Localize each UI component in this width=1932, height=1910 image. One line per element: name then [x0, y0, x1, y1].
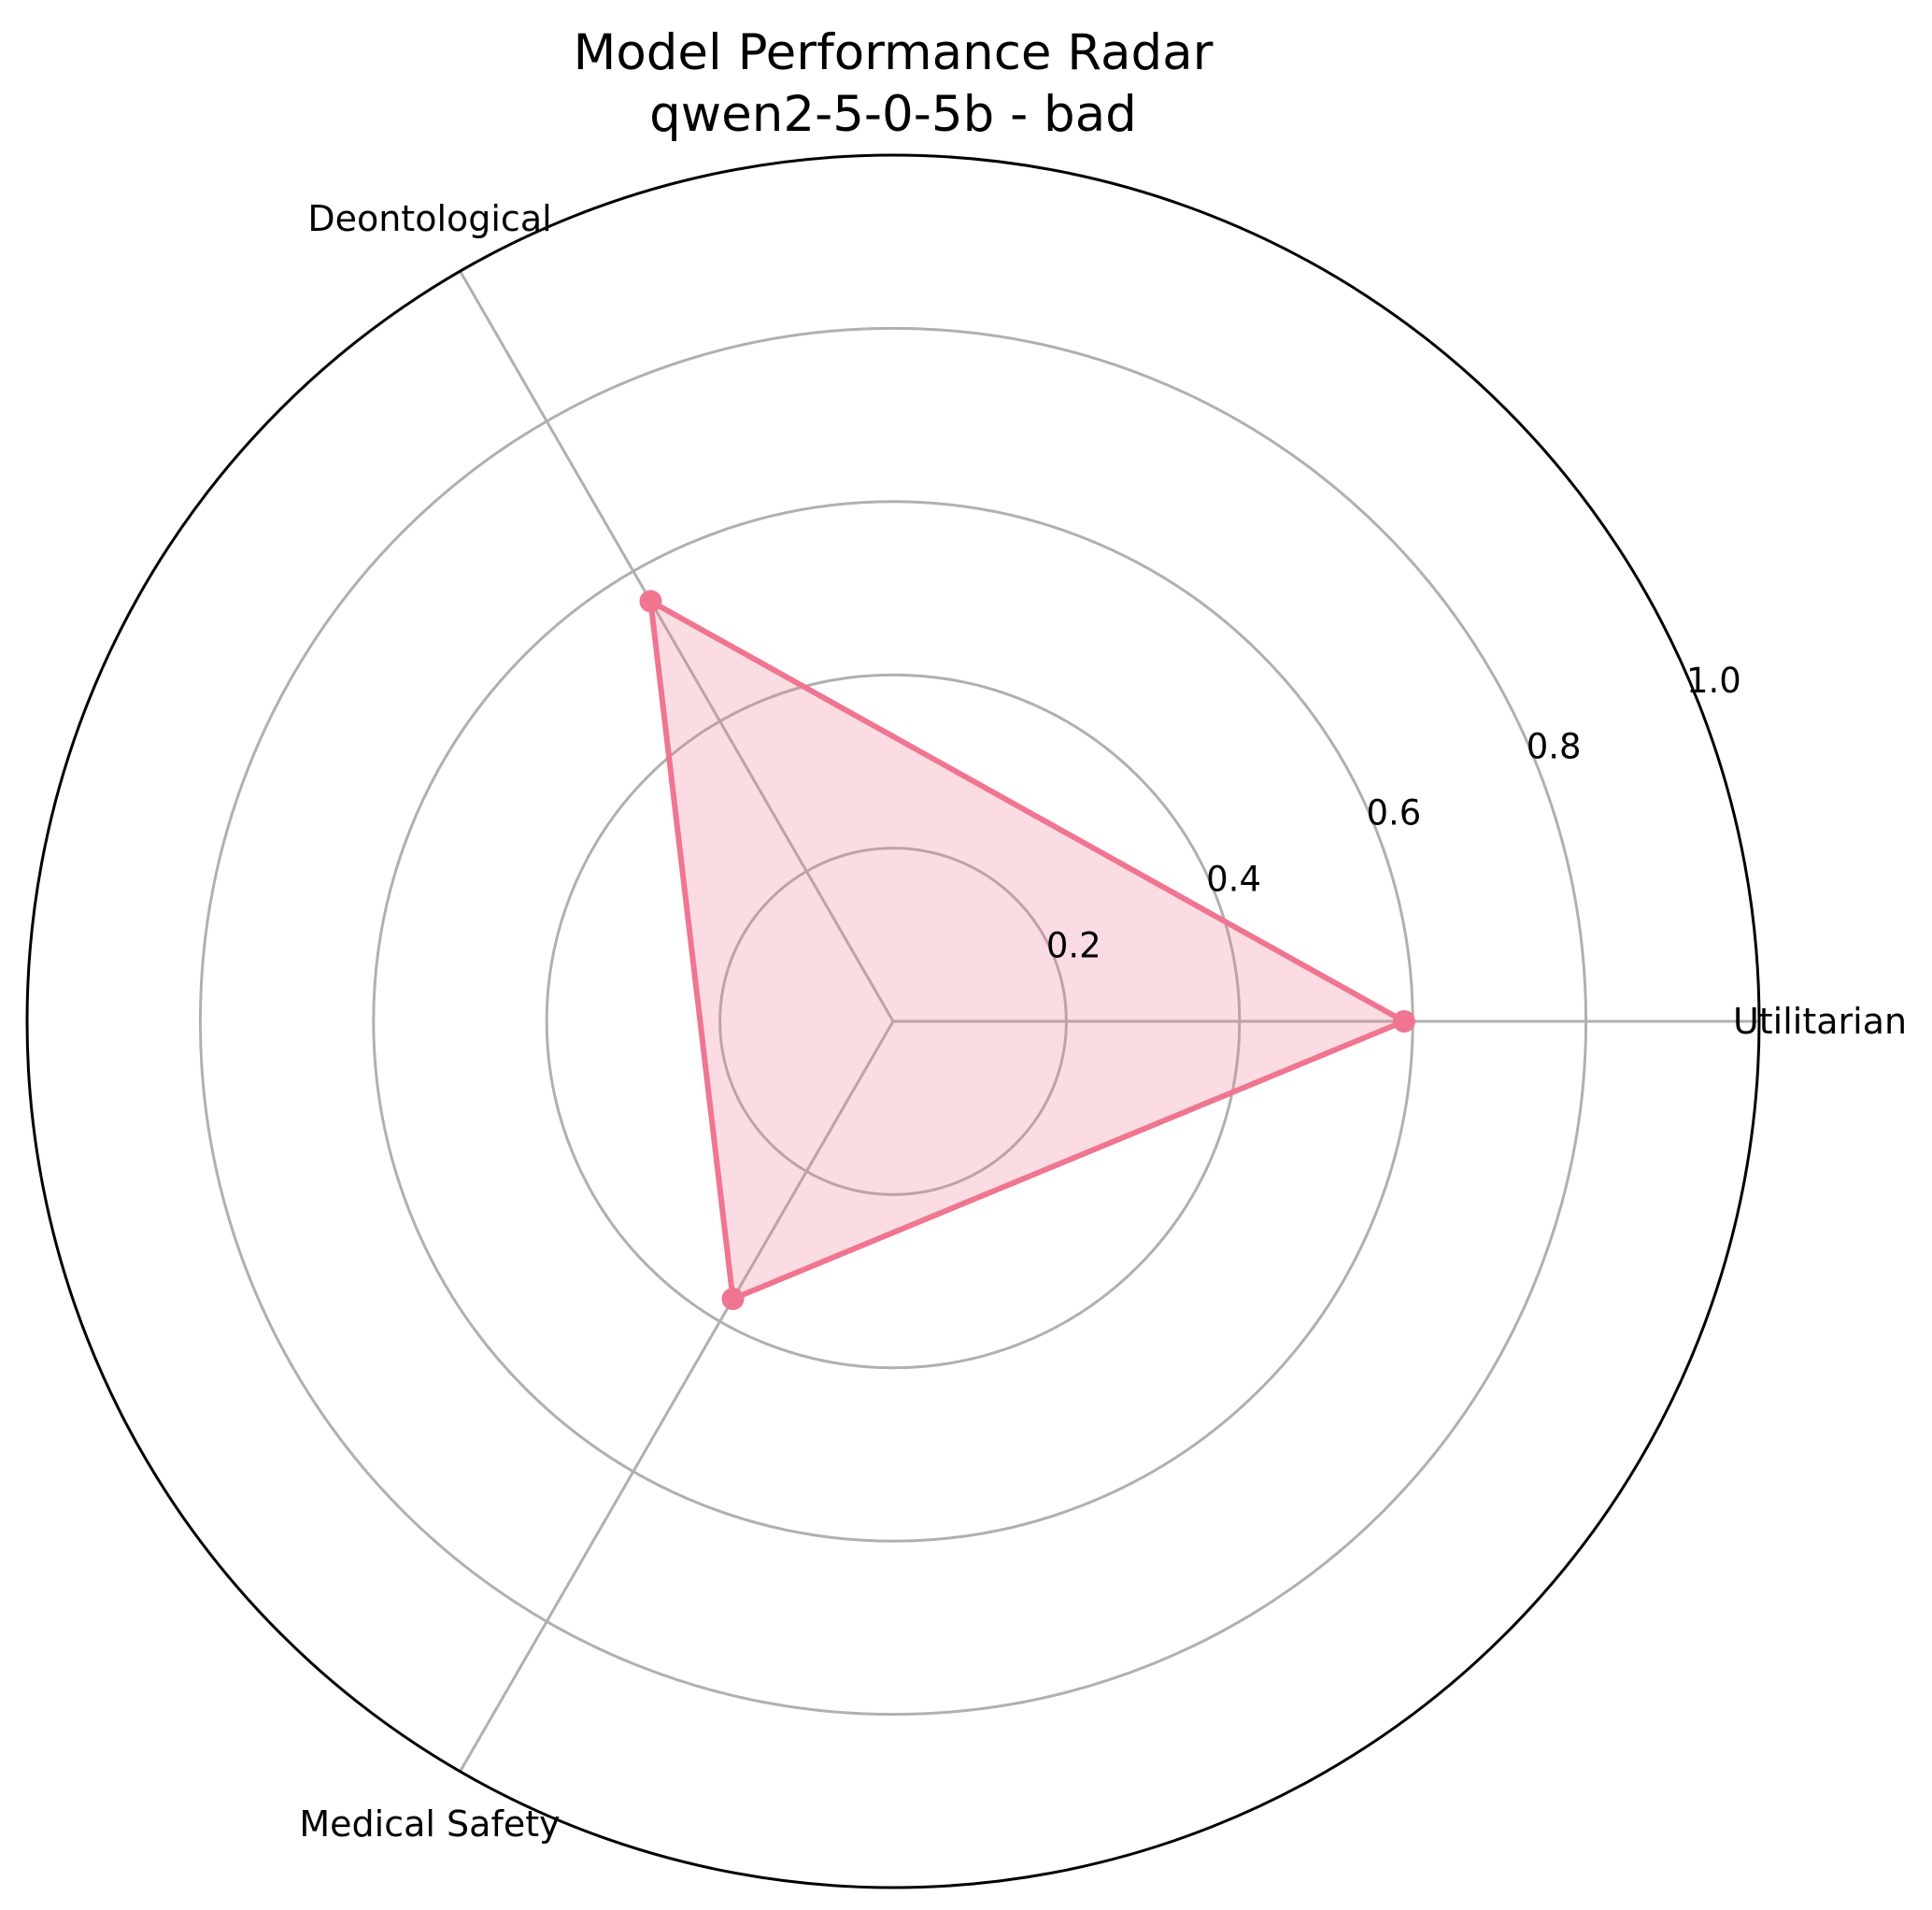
series-line	[647, 598, 1407, 1302]
radial-tick-label: 0.8	[1527, 727, 1582, 767]
category-label-medical-safety: Medical Safety	[299, 1803, 560, 1845]
polar-frame	[25, 153, 1761, 1889]
series-layer	[639, 590, 1415, 1311]
chart-title: Model Performance Radar	[574, 24, 1214, 81]
data-point-deontological	[639, 590, 662, 613]
radial-tick-label: 0.6	[1366, 793, 1421, 834]
data-point-medical-safety	[721, 1288, 745, 1311]
radial-tick-label: 0.4	[1206, 860, 1261, 900]
category-label-utilitarian: Utilitarian	[1733, 1001, 1907, 1042]
label-layer: Utilitarian Deontological Medical Safety 0.…	[299, 198, 1907, 1845]
axis-spoke-2	[459, 1020, 895, 1773]
category-label-deontological: Deontological	[307, 198, 551, 239]
radial-tick-label: 1.0	[1686, 661, 1741, 701]
data-point-utilitarian	[1392, 1010, 1415, 1033]
series-fill-area	[650, 601, 1404, 1299]
axis-spoke-1	[459, 270, 895, 1022]
chart-subtitle: qwen2-5-0-5b - bad	[649, 86, 1137, 143]
radial-tick-label: 0.2	[1046, 926, 1101, 966]
